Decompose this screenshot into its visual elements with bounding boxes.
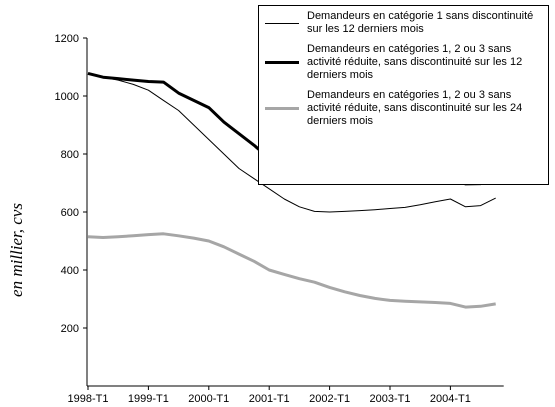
x-tick-label: 1999-T1 xyxy=(128,393,169,405)
x-tick-label: 2003-T1 xyxy=(370,393,411,405)
x-tick-label: 2002-T1 xyxy=(309,393,350,405)
y-tick-label: 800 xyxy=(61,149,79,161)
x-tick-label: 2004-T1 xyxy=(430,393,471,405)
legend-label: Demandeurs en catégories 1, 2 ou 3 sans … xyxy=(307,89,523,127)
series-line xyxy=(87,72,496,213)
y-axis-label: en millier, cvs xyxy=(7,203,26,297)
legend-entry: Demandeurs en catégorie 1 sans discontin… xyxy=(265,10,544,36)
legend-swatch xyxy=(265,61,299,64)
x-tick-label: 2000-T1 xyxy=(188,393,229,405)
y-tick-label: 1000 xyxy=(55,91,79,103)
legend-entry: Demandeurs en catégories 1, 2 ou 3 sans … xyxy=(265,43,544,82)
x-tick-label: 2001-T1 xyxy=(249,393,290,405)
legend-label: Demandeurs en catégorie 1 sans discontin… xyxy=(307,10,534,35)
legend: Demandeurs en catégorie 1 sans discontin… xyxy=(258,5,549,185)
legend-swatch xyxy=(265,22,299,24)
y-tick-label: 400 xyxy=(61,265,79,277)
legend-swatch xyxy=(265,107,299,110)
x-tick-label: 1998-T1 xyxy=(68,393,109,405)
y-tick-label: 600 xyxy=(61,207,79,219)
series-line xyxy=(87,232,496,309)
y-tick-label: 200 xyxy=(61,323,79,335)
y-tick-label: 1200 xyxy=(55,33,79,45)
legend-label: Demandeurs en catégories 1, 2 ou 3 sans … xyxy=(307,43,523,81)
legend-entry: Demandeurs en catégories 1, 2 ou 3 sans … xyxy=(265,89,544,128)
